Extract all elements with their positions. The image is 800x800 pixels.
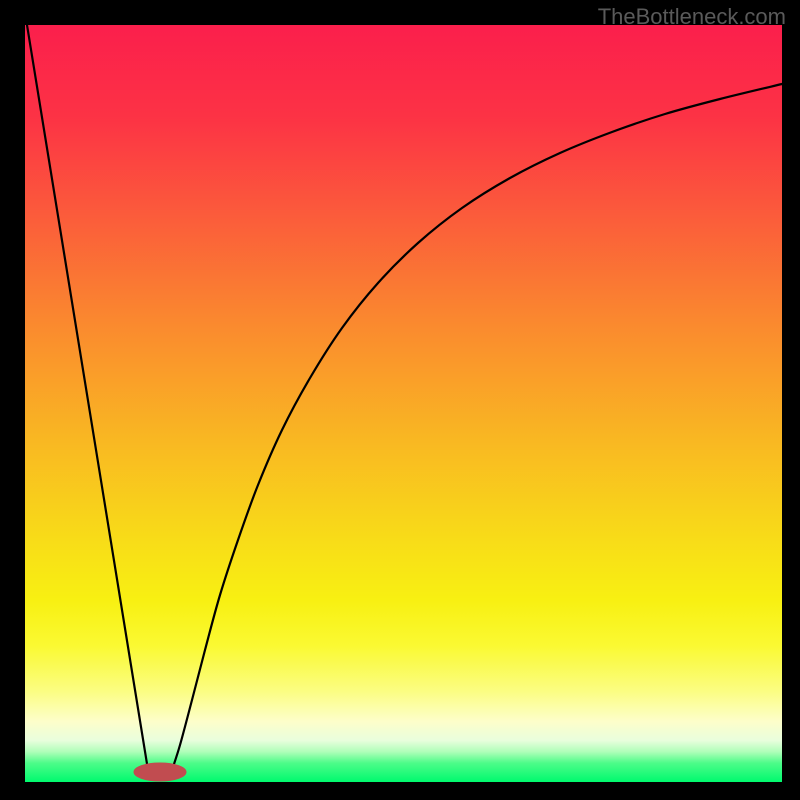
bottleneck-chart [0, 0, 800, 800]
chart-frame: TheBottleneck.com [0, 0, 800, 800]
watermark-text: TheBottleneck.com [598, 4, 786, 30]
